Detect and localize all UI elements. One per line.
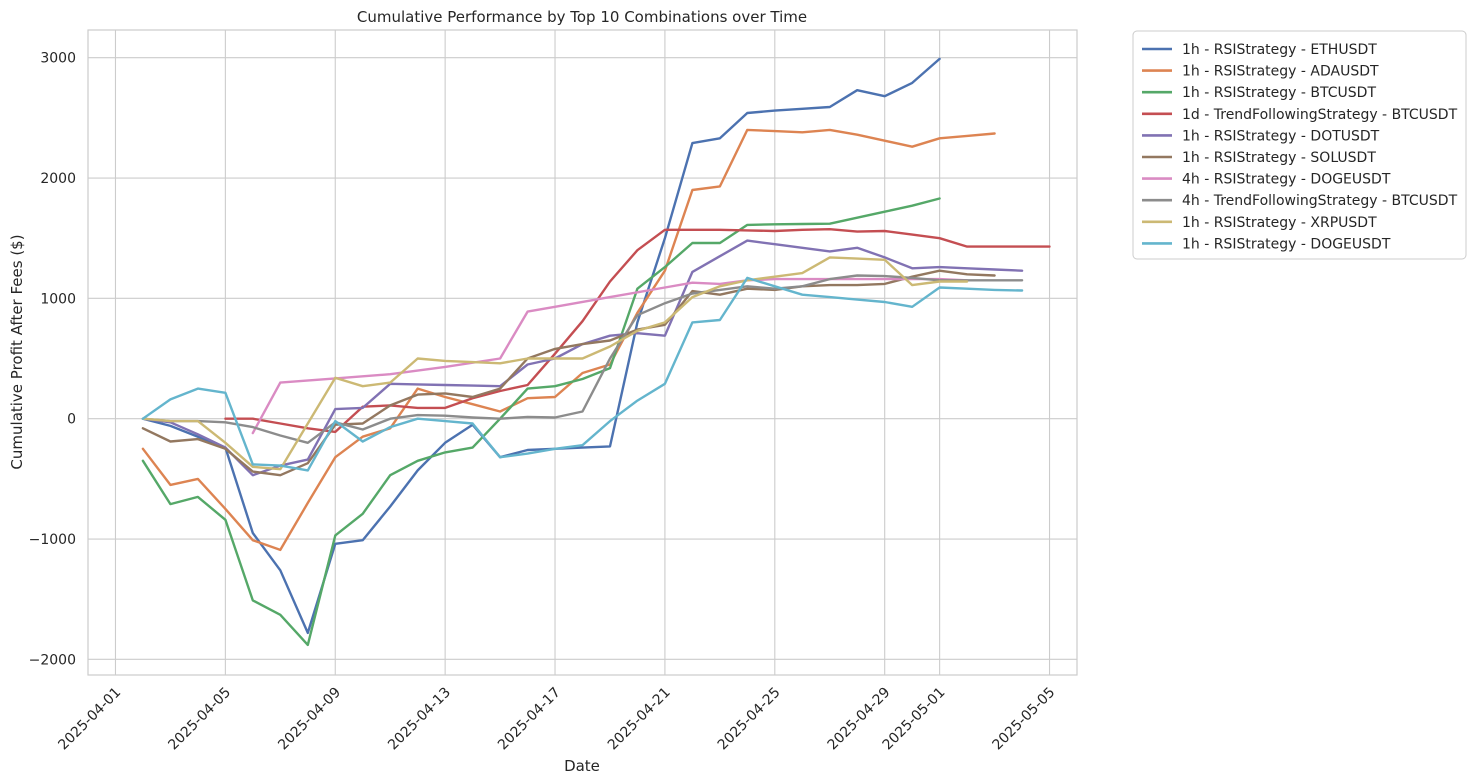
series-line-1 <box>141 57 941 635</box>
series-line-9 <box>141 256 969 471</box>
legend-entry: 1d - TrendFollowingStrategy - BTCUSDT <box>1142 107 1458 123</box>
legend-entry: 1h - RSIStrategy - ETHUSDT <box>1142 42 1377 58</box>
legend: 1h - RSIStrategy - ETHUSDT 1h - RSIStrate… <box>1132 30 1467 260</box>
x-tick-label: 2025-04-13 <box>385 685 454 754</box>
legend-entry: 1h - RSIStrategy - DOGEUSDT <box>1142 236 1391 252</box>
legend-label: 1h - RSIStrategy - DOTUSDT <box>1182 128 1380 144</box>
x-axis-label: Date <box>564 757 600 775</box>
legend-label: 1h - RSIStrategy - ADAUSDT <box>1182 64 1379 80</box>
series-line-8 <box>141 274 1024 444</box>
y-tick-label: 1000 <box>40 291 76 307</box>
series-group <box>141 57 1051 647</box>
x-tick-label: 2025-05-05 <box>990 685 1059 754</box>
legend-entry: 1h - RSIStrategy - BTCUSDT <box>1142 85 1376 101</box>
legend-entry: 1h - RSIStrategy - ADAUSDT <box>1142 64 1379 80</box>
series-line-3 <box>141 197 941 647</box>
legend-entry: 1h - RSIStrategy - XRPUSDT <box>1142 215 1377 231</box>
grid <box>88 30 1077 675</box>
chart-title: Cumulative Performance by Top 10 Combina… <box>357 8 807 26</box>
series-line-10 <box>141 276 1024 472</box>
tick-labels: 2025-04-01 2025-04-05 2025-04-09 2025-04-13… <box>29 51 1059 754</box>
y-tick-label: 2000 <box>40 171 76 187</box>
legend-entry: 1h - RSIStrategy - SOLUSDT <box>1142 150 1376 166</box>
x-tick-label: 2025-04-01 <box>55 685 124 754</box>
legend-label: 1h - RSIStrategy - DOGEUSDT <box>1182 236 1391 252</box>
x-tick-label: 2025-04-09 <box>275 685 344 754</box>
legend-label: 1h - RSIStrategy - ETHUSDT <box>1182 42 1377 58</box>
y-tick-label: −2000 <box>29 652 76 668</box>
x-tick-label: 2025-04-17 <box>495 685 564 754</box>
plot-area-frame <box>87 29 1078 676</box>
series-line-6 <box>141 269 996 477</box>
legend-label: 4h - TrendFollowingStrategy - BTCUSDT <box>1182 193 1458 209</box>
legend-entry: 4h - RSIStrategy - DOGEUSDT <box>1142 172 1391 188</box>
y-tick-label: 0 <box>67 412 76 428</box>
legend-entry: 4h - TrendFollowingStrategy - BTCUSDT <box>1142 193 1458 209</box>
legend-entry: 1h - RSIStrategy - DOTUSDT <box>1142 128 1380 144</box>
legend-label: 1d - TrendFollowingStrategy - BTCUSDT <box>1182 107 1458 123</box>
y-tick-label: −1000 <box>29 532 76 548</box>
legend-label: 4h - RSIStrategy - DOGEUSDT <box>1182 172 1391 188</box>
y-axis-label: Cumulative Profit After Fees ($) <box>8 234 26 469</box>
x-tick-label: 2025-04-05 <box>165 685 234 754</box>
legend-label: 1h - RSIStrategy - XRPUSDT <box>1182 215 1377 231</box>
legend-frame <box>1132 30 1467 260</box>
series-line-2 <box>141 128 996 552</box>
legend-label: 1h - RSIStrategy - SOLUSDT <box>1182 150 1376 166</box>
y-tick-label: 3000 <box>40 51 76 67</box>
x-tick-label: 2025-04-25 <box>715 685 784 754</box>
x-tick-label: 2025-04-21 <box>605 685 674 754</box>
legend-label: 1h - RSIStrategy - BTCUSDT <box>1182 85 1376 101</box>
